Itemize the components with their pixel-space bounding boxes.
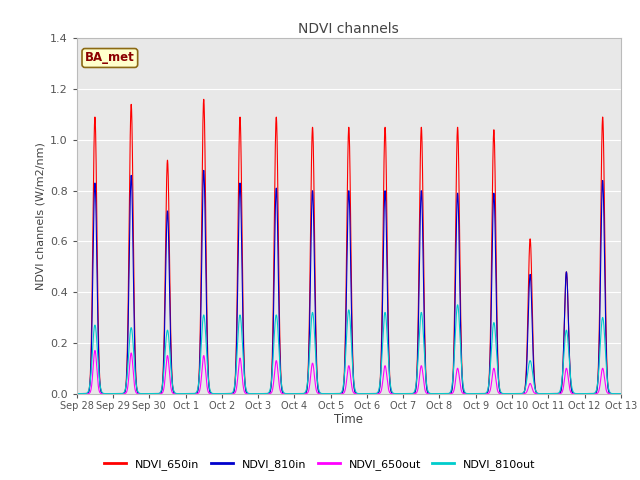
NDVI_650in <box>617 391 625 396</box>
NDVI_810in <box>282 391 289 396</box>
Legend: NDVI_650in, NDVI_810in, NDVI_650out, NDVI_810out: NDVI_650in, NDVI_810in, NDVI_650out, NDV… <box>100 455 540 474</box>
NDVI_650out <box>564 375 572 381</box>
NDVI_810in <box>588 391 596 396</box>
Line: NDVI_650in: NDVI_650in <box>77 99 621 394</box>
NDVI_650in <box>200 96 207 102</box>
NDVI_810in <box>567 378 575 384</box>
NDVI_650out <box>617 391 625 396</box>
NDVI_650in <box>564 305 572 311</box>
NDVI_810in <box>138 391 146 396</box>
NDVI_810in <box>73 391 81 396</box>
NDVI_810out <box>73 391 81 396</box>
NDVI_650out <box>73 391 81 396</box>
Line: NDVI_810in: NDVI_810in <box>77 170 621 394</box>
NDVI_650out <box>91 348 99 353</box>
NDVI_650in <box>588 391 596 396</box>
NDVI_810out <box>138 391 146 396</box>
Y-axis label: NDVI channels (W/m2/nm): NDVI channels (W/m2/nm) <box>36 142 46 290</box>
NDVI_650in <box>567 378 575 384</box>
X-axis label: Time: Time <box>334 413 364 426</box>
NDVI_650in <box>138 391 146 396</box>
Title: NDVI channels: NDVI channels <box>298 22 399 36</box>
NDVI_650out <box>588 391 596 396</box>
Text: BA_met: BA_met <box>85 51 134 64</box>
NDVI_650out <box>413 388 421 394</box>
NDVI_810out <box>567 375 575 381</box>
NDVI_810out <box>588 391 596 396</box>
NDVI_650out <box>508 391 516 396</box>
NDVI_650out <box>282 391 289 396</box>
NDVI_810out <box>617 391 625 396</box>
NDVI_810in <box>200 168 207 173</box>
NDVI_650in <box>282 391 289 396</box>
NDVI_650out <box>567 389 575 395</box>
NDVI_810out <box>564 340 572 346</box>
NDVI_810out <box>282 391 289 396</box>
NDVI_810out <box>454 302 461 308</box>
NDVI_810in <box>617 391 625 396</box>
NDVI_650in <box>73 391 81 396</box>
NDVI_810in <box>413 364 421 370</box>
NDVI_810in <box>564 305 572 311</box>
NDVI_810out <box>413 370 421 375</box>
NDVI_650out <box>138 391 146 396</box>
Line: NDVI_810out: NDVI_810out <box>77 305 621 394</box>
NDVI_650in <box>413 356 421 362</box>
Line: NDVI_650out: NDVI_650out <box>77 350 621 394</box>
